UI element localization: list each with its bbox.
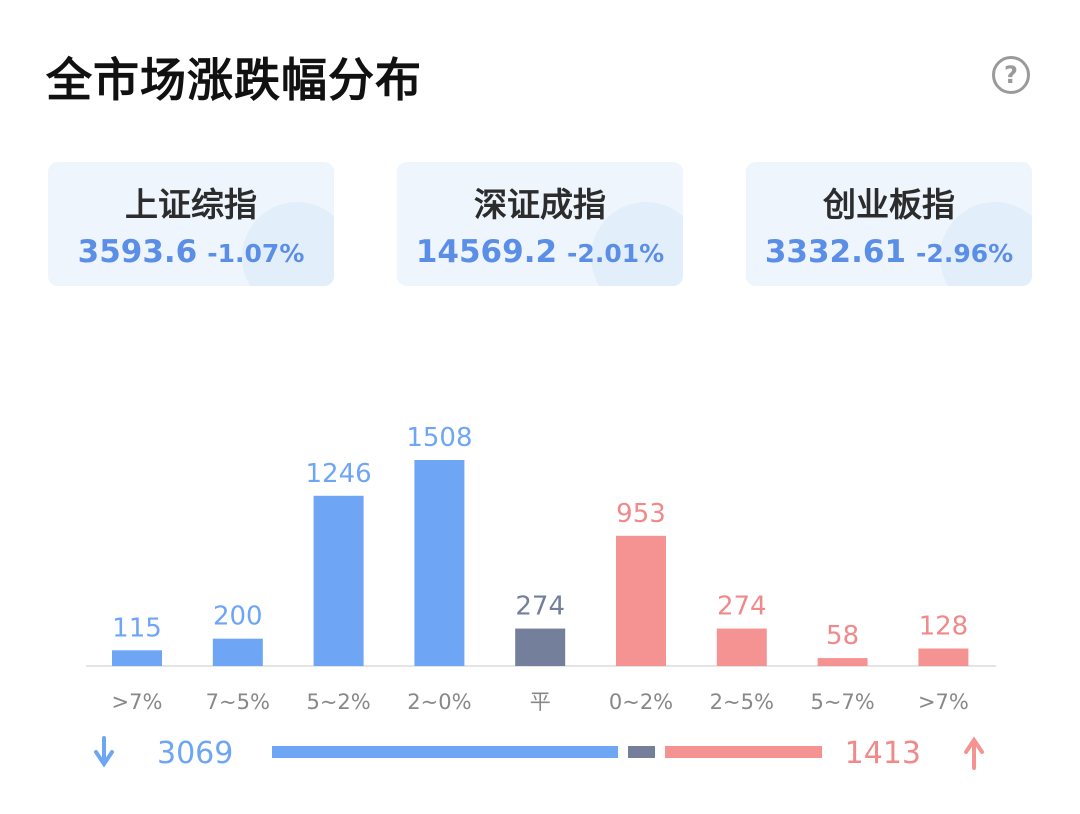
index-card-shenzhen[interactable]: 深证成指 14569.2 -2.01% — [397, 162, 683, 286]
down-count: 3069 — [157, 736, 233, 771]
index-name: 创业板指 — [823, 185, 955, 224]
index-change: -2.96% — [916, 239, 1014, 268]
help-icon[interactable]: ? — [992, 56, 1030, 94]
index-change: -2.01% — [567, 239, 665, 268]
arrow-down-icon — [94, 736, 114, 768]
arrow-up-icon — [964, 736, 984, 770]
tick-label: 7~5% — [206, 690, 270, 714]
index-value: 14569.2 — [415, 234, 558, 270]
bar[interactable] — [817, 658, 868, 666]
tick-label: 0~2% — [609, 690, 673, 714]
data-label: 274 — [515, 592, 565, 622]
bar[interactable] — [918, 648, 969, 666]
index-card-chinext[interactable]: 创业板指 3332.61 -2.96% — [746, 162, 1032, 286]
index-change: -1.07% — [207, 239, 305, 268]
data-label: 1246 — [306, 459, 372, 489]
up-count: 1413 — [845, 736, 921, 771]
up-ratio-bar — [665, 746, 822, 758]
bar[interactable] — [616, 535, 666, 666]
flat-ratio-bar — [628, 746, 655, 758]
index-name: 上证综指 — [125, 185, 257, 224]
data-label: 58 — [826, 621, 859, 651]
tick-label: >7% — [918, 690, 969, 714]
bar[interactable] — [112, 650, 162, 666]
page-title: 全市场涨跌幅分布 — [46, 53, 422, 107]
index-value: 3593.6 — [77, 234, 198, 270]
tick-label: 2~0% — [407, 690, 471, 714]
tick-label: >7% — [112, 690, 163, 714]
bar[interactable] — [212, 638, 263, 666]
tick-label: 5~2% — [306, 690, 370, 714]
index-value: 3332.61 — [764, 234, 907, 270]
bar[interactable] — [414, 460, 465, 666]
index-card-shanghai[interactable]: 上证综指 3593.6 -1.07% — [48, 162, 334, 286]
bar[interactable] — [716, 628, 767, 666]
data-label: 128 — [919, 612, 969, 642]
bar[interactable] — [515, 628, 566, 666]
data-label: 200 — [213, 602, 263, 632]
down-ratio-bar — [272, 746, 618, 758]
data-label: 953 — [616, 499, 666, 529]
tick-label: 2~5% — [710, 690, 774, 714]
data-label: 1508 — [406, 423, 472, 453]
data-label: 115 — [112, 613, 162, 643]
index-name: 深证成指 — [474, 185, 606, 224]
tick-label: 平 — [530, 690, 551, 714]
data-label: 274 — [717, 592, 767, 622]
bar[interactable] — [313, 495, 364, 666]
tick-label: 5~7% — [810, 690, 874, 714]
